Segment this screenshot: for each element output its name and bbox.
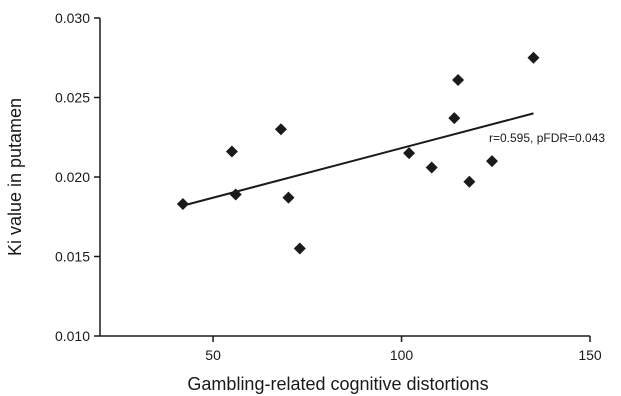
x-tick-label: 150 xyxy=(578,347,602,363)
data-points xyxy=(176,51,540,255)
data-point xyxy=(282,191,295,204)
x-tick-label: 100 xyxy=(390,347,414,363)
data-point xyxy=(274,123,287,136)
y-axis: 0.010 0.015 0.020 0.025 0.030 xyxy=(55,10,101,344)
y-tick-label: 0.010 xyxy=(55,328,90,344)
y-tick-label: 0.020 xyxy=(55,169,90,185)
data-point xyxy=(425,161,438,174)
data-point xyxy=(448,112,461,125)
data-point xyxy=(225,145,238,158)
x-tick-label: 50 xyxy=(205,347,221,363)
data-point xyxy=(463,175,476,188)
data-point xyxy=(403,147,416,160)
y-axis-label: Ki value in putamen xyxy=(5,98,25,256)
data-point xyxy=(486,155,498,168)
data-point xyxy=(176,198,189,211)
data-point xyxy=(452,74,465,87)
y-tick-label: 0.030 xyxy=(55,10,90,26)
y-tick-label: 0.025 xyxy=(55,90,90,106)
x-axis-label: Gambling-related cognitive distortions xyxy=(187,374,488,394)
x-axis: 50 100 150 xyxy=(100,335,602,363)
trend-line xyxy=(182,112,534,207)
data-point xyxy=(293,242,306,255)
correlation-annotation: r=0.595, pFDR=0.043 xyxy=(489,131,605,145)
data-point xyxy=(527,51,540,64)
y-tick-label: 0.015 xyxy=(55,249,90,265)
